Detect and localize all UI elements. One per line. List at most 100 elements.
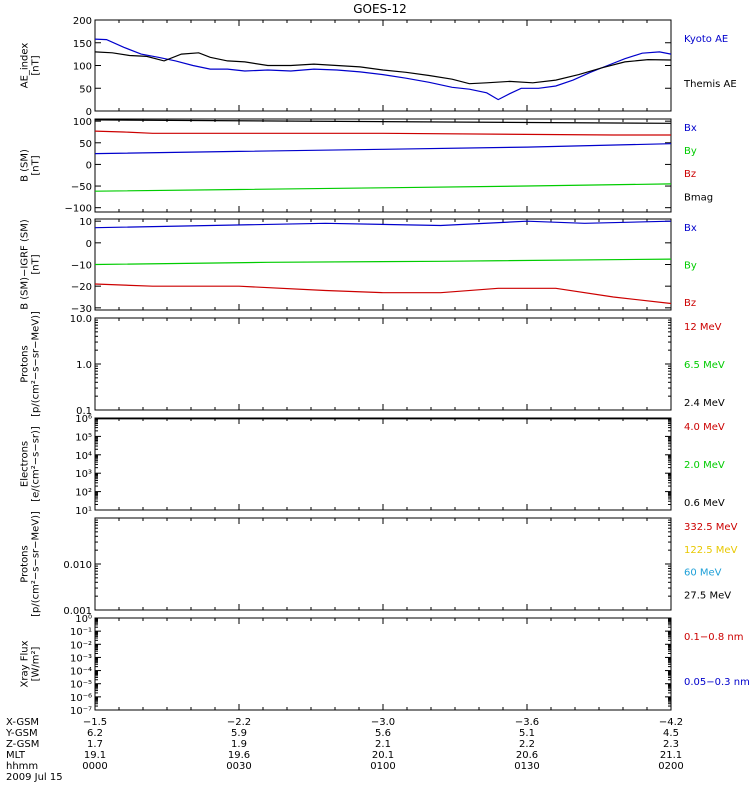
y-tick-label: −10 bbox=[71, 261, 92, 272]
legend-27-5-mev: 27.5 MeV bbox=[684, 590, 731, 601]
y-axis-label: Protons[p/(cm²−s−sr−MeV)] bbox=[20, 511, 42, 617]
y-axis-label-line: AE_index bbox=[20, 43, 31, 89]
legend-bx: Bx bbox=[684, 223, 697, 234]
y-tick-label: 0.001 bbox=[63, 606, 92, 617]
y-tick-label: 10⁵ bbox=[75, 432, 92, 443]
legend-122-5-mev: 122.5 MeV bbox=[684, 545, 738, 556]
panel-electrons: 10⁶ 10⁵ 10⁴ 10³ 10² 10¹ Electrons[e/(cm²−s−sr)… bbox=[20, 414, 725, 517]
series-line-by bbox=[94, 258, 672, 266]
y-tick-label: 10¹ bbox=[75, 506, 92, 517]
y-axis-label-line: Xray Flux bbox=[20, 640, 31, 687]
y-tick-label: −20 bbox=[71, 282, 92, 293]
y-axis-label-line: [e/(cm²−s−sr)] bbox=[31, 426, 42, 502]
legend-60-mev: 60 MeV bbox=[684, 568, 722, 579]
y-axis-label-line: [nT] bbox=[31, 254, 42, 274]
panel-frame bbox=[94, 317, 672, 411]
y-tick-label: 10 bbox=[79, 217, 92, 228]
legend-by: By bbox=[684, 146, 697, 157]
legend-2-4-mev: 2.4 MeV bbox=[684, 398, 725, 409]
panel-bigrf: 10 0 −10 −20 −30 B (SM)−IGRF (SM)[nT] Bx By Bz bbox=[20, 217, 697, 315]
series-line-bz bbox=[94, 283, 672, 305]
legend-themis-ae: Themis AE bbox=[683, 79, 737, 90]
y-tick-label: 10⁴ bbox=[75, 451, 92, 462]
y-axis-label: Xray Flux[W/m²] bbox=[20, 640, 42, 687]
y-tick-label: 10⁻⁶ bbox=[70, 693, 92, 704]
y-tick-label: 0 bbox=[86, 160, 92, 171]
y-tick-label: 10⁻² bbox=[70, 640, 92, 651]
y-axis-label-line: [p/(cm²−s−sr−MeV)] bbox=[31, 311, 42, 417]
y-axis-label: AE_index[nT] bbox=[20, 43, 42, 89]
y-axis-label-line: Electrons bbox=[20, 441, 31, 487]
legend-0-05-0-3-nm: 0.05−0.3 nm bbox=[684, 677, 750, 688]
legend-0-6-mev: 0.6 MeV bbox=[684, 498, 725, 509]
legend-bx: Bx bbox=[684, 123, 697, 134]
y-tick-label: 100 bbox=[73, 62, 92, 73]
y-axis-label-line: [nT] bbox=[31, 155, 42, 175]
y-tick-label: 50 bbox=[79, 84, 92, 95]
legend-bz: Bz bbox=[684, 169, 696, 180]
y-tick-label: 10.0 bbox=[70, 314, 92, 325]
legend-kyoto-ae: Kyoto AE bbox=[684, 34, 728, 45]
y-axis-label-line: [nT] bbox=[31, 55, 42, 75]
series-line-bz bbox=[94, 130, 671, 136]
y-tick-label: 0.1 bbox=[76, 406, 92, 417]
legend-332-5-mev: 332.5 MeV bbox=[684, 522, 738, 533]
y-tick-label: 0 bbox=[86, 107, 92, 118]
y-axis-label: Electrons[e/(cm²−s−sr)] bbox=[20, 426, 42, 502]
panel-frame bbox=[94, 19, 672, 112]
y-tick-label: 0 bbox=[86, 239, 92, 250]
panel-ae: 0 50 100 150 200 AE_index[nT] Kyoto AE Themis A… bbox=[20, 16, 737, 118]
legend-4-0-mev: 4.0 MeV bbox=[684, 422, 725, 433]
series-line-themis-ae bbox=[94, 51, 672, 85]
panel-frame bbox=[94, 617, 672, 711]
y-tick-label: 10⁻¹ bbox=[70, 627, 92, 638]
y-tick-label: −30 bbox=[71, 304, 92, 315]
y-axis-label-line: Protons bbox=[20, 545, 31, 582]
y-tick-label: 0.010 bbox=[63, 560, 92, 571]
y-tick-label: 10³ bbox=[75, 469, 92, 480]
y-tick-label: 10⁶ bbox=[75, 414, 92, 425]
y-axis-label: B (SM)−IGRF (SM)[nT] bbox=[20, 219, 42, 310]
y-axis-label-line: B (SM) bbox=[20, 149, 31, 182]
y-tick-label: 100 bbox=[73, 117, 92, 128]
y-tick-label: 10⁰ bbox=[75, 614, 92, 625]
legend-0-1-0-8-nm: 0.1−0.8 nm bbox=[684, 632, 743, 643]
y-tick-label: 10⁻⁴ bbox=[70, 667, 92, 678]
series-line-kyoto-ae bbox=[94, 38, 672, 101]
y-tick-label: 1.0 bbox=[76, 360, 92, 371]
legend-6-5-mev: 6.5 MeV bbox=[684, 360, 725, 371]
series-line-by bbox=[94, 183, 672, 192]
panel-protons-low: 10.0 1.0 0.1 Protons[p/(cm²−s−sr−MeV)] 12 Me… bbox=[20, 311, 725, 417]
panel-frame bbox=[94, 517, 672, 611]
y-tick-label: 10⁻⁷ bbox=[70, 706, 92, 717]
panel-frame bbox=[94, 218, 672, 311]
legend-bz: Bz bbox=[684, 298, 696, 309]
series-line-bmag bbox=[94, 119, 672, 124]
y-axis-label-line: Protons bbox=[20, 345, 31, 382]
legend-by: By bbox=[684, 261, 697, 272]
panel-xray: 10⁰ 10⁻¹ 10⁻² 10⁻³ 10⁻⁴ 10⁻⁵ 10⁻⁶ 10⁻⁷ Xray Flux… bbox=[20, 614, 750, 717]
y-tick-label: 10⁻⁵ bbox=[70, 680, 92, 691]
y-axis-label-line: B (SM)−IGRF (SM) bbox=[20, 219, 31, 310]
y-tick-label: −100 bbox=[65, 204, 92, 215]
y-axis-label-line: [p/(cm²−s−sr−MeV)] bbox=[31, 511, 42, 617]
y-tick-label: 50 bbox=[79, 139, 92, 150]
legend-bmag: Bmag bbox=[684, 192, 713, 203]
y-axis-label: Protons[p/(cm²−s−sr−MeV)] bbox=[20, 311, 42, 417]
chart-title: GOES-12 bbox=[353, 2, 407, 16]
legend-12-mev: 12 MeV bbox=[684, 322, 722, 333]
legend-2-0-mev: 2.0 MeV bbox=[684, 460, 725, 471]
y-axis-label: B (SM)[nT] bbox=[20, 149, 42, 182]
panel-frame bbox=[94, 417, 672, 511]
series-line-bx bbox=[94, 220, 672, 229]
panel-protons-high: 0.010 0.001 Protons[p/(cm²−s−sr−MeV)] 332.5… bbox=[20, 511, 738, 617]
series-line-bx bbox=[94, 143, 672, 155]
y-tick-label: 10⁻³ bbox=[70, 653, 92, 664]
y-tick-label: 10² bbox=[75, 488, 92, 499]
y-tick-label: 150 bbox=[73, 39, 92, 50]
y-tick-label: 200 bbox=[73, 16, 92, 27]
panel-bsm: 100 50 0 −50 −100 B (SM)[nT] Bx By Bz Bmag bbox=[20, 117, 714, 215]
y-axis-label-line: [W/m²] bbox=[31, 646, 42, 681]
